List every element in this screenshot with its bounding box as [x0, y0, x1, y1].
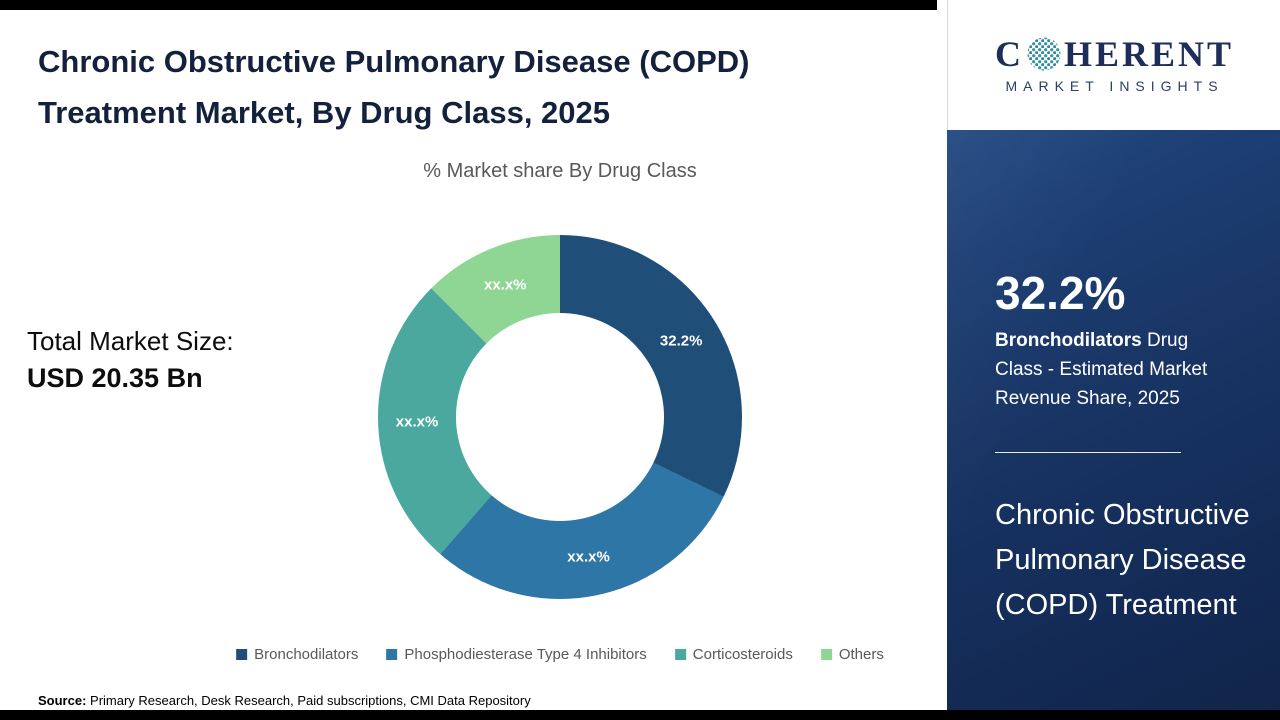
legend-item: Bronchodilators [236, 646, 358, 663]
slice-label-0: 32.2% [659, 332, 703, 350]
logo-letters-rest: HERENT [1063, 34, 1235, 74]
legend-swatch [386, 649, 398, 660]
stat-description-rest: Drug Class - Estimated Market Revenue Sh… [995, 330, 1208, 409]
legend-swatch [236, 649, 248, 660]
brand-logo: C HERENT MARKET INSIGHTS [947, 0, 1280, 130]
slice-label-2: xx.x% [395, 413, 439, 431]
chart-subtitle: % Market share By Drug Class [423, 160, 697, 182]
logo-subtitle: MARKET INSIGHTS [1005, 78, 1224, 94]
source-text: Primary Research, Desk Research, Paid su… [86, 693, 531, 708]
donut-hole [456, 313, 664, 521]
page-title: Chronic Obstructive Pulmonary Disease (C… [38, 36, 918, 138]
legend-label: Bronchodilators [254, 646, 359, 663]
legend-swatch [820, 649, 832, 660]
stat-description-bold: Bronchodilators [995, 330, 1142, 351]
slice-label-3: xx.x% [483, 276, 527, 294]
slice-label-1: xx.x% [567, 548, 610, 566]
legend-swatch [674, 649, 686, 660]
stat-description: Bronchodilators Drug Class - Estimated M… [995, 326, 1233, 413]
top-black-bar [0, 0, 937, 10]
source-line: Source: Primary Research, Desk Research,… [38, 693, 531, 708]
legend-label: Corticosteroids [692, 646, 793, 663]
sidebar-divider [995, 452, 1181, 453]
legend-item: Phosphodiesterase Type 4 Inhibitors [386, 646, 647, 663]
legend-label: Phosphodiesterase Type 4 Inhibitors [404, 646, 647, 663]
legend-item: Corticosteroids [674, 646, 793, 663]
divider-gap [937, 0, 947, 720]
legend-label: Others [838, 646, 884, 663]
sidebar-headline: Chronic Obstructive Pulmonary Disease (C… [995, 499, 1250, 621]
logo-wordmark: C HERENT [995, 36, 1234, 72]
source-label: Source: [38, 693, 87, 708]
legend-item: Others [820, 646, 884, 663]
logo-letter-c: C [994, 34, 1024, 74]
page-title-line1: Chronic Obstructive Pulmonary Disease (C… [38, 44, 750, 79]
page-title-line2: Treatment Market, By Drug Class, 2025 [38, 95, 611, 130]
total-market-label: Total Market Size: [27, 326, 234, 356]
stat-value: 32.2% [995, 267, 1126, 319]
bottom-black-bar [0, 710, 1280, 720]
globe-icon [1026, 36, 1062, 72]
donut-chart: 32.2% xx.x% xx.x% xx.x% [378, 235, 742, 599]
chart-legend: Bronchodilators Phosphodiesterase Type 4 … [236, 646, 884, 663]
total-market-value: USD 20.35 Bn [27, 363, 203, 393]
